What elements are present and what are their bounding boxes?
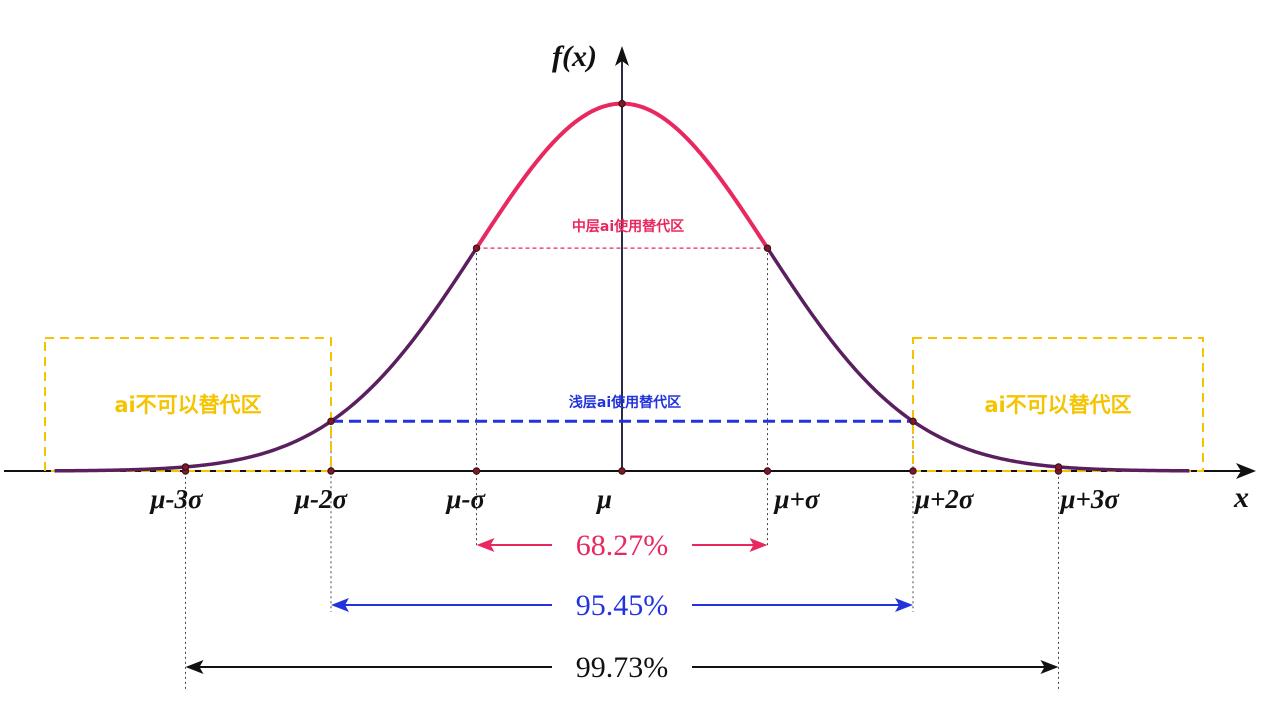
curve-right-tail <box>766 247 1190 473</box>
shallow-band-label: 浅层ai使用替代区 <box>569 394 681 411</box>
probability-intervals: 68.27% 95.45% 99.73% <box>185 529 1059 684</box>
interval-percent-label: 95.45% <box>576 589 669 622</box>
x-tick-label: μ+3σ <box>1059 484 1121 514</box>
x-tick-label: μ-σ <box>445 484 487 514</box>
interval-arrowhead-left <box>331 598 349 612</box>
axis-point <box>327 467 335 475</box>
interval-percent-label: 99.73% <box>576 651 669 684</box>
x-tick-label: μ-3σ <box>149 484 205 514</box>
y-axis-title: f(x) <box>552 40 597 73</box>
curve-point <box>327 417 335 425</box>
interval-arrowhead-right <box>1040 660 1059 674</box>
right-irreplaceable-zone-label: ai不可以替代区 <box>984 393 1131 417</box>
interval-percent-label: 68.27% <box>576 529 669 562</box>
curve-point <box>1054 463 1063 471</box>
vertical-guide-lines <box>185 248 1059 690</box>
x-tick-label: μ+2σ <box>913 484 975 514</box>
x-tick-label: μ+σ <box>773 484 821 514</box>
axis-point <box>909 467 917 475</box>
curve-point <box>909 417 917 425</box>
interval-arrowhead-right <box>895 598 913 612</box>
x-axis-arrowhead <box>1236 463 1256 479</box>
curve-left-tail <box>54 247 478 473</box>
interval-arrowhead-left <box>476 538 495 552</box>
x-tick-label: μ <box>595 484 612 514</box>
x-tick-labels: μ-3σ μ-2σ μ-σ μ μ+σ μ+2σ μ+3σ <box>149 484 1121 514</box>
curve-point <box>763 244 772 252</box>
ai-irreplaceable-zones: ai不可以替代区 ai不可以替代区 <box>44 337 1204 472</box>
axis-point <box>472 467 481 475</box>
interval-arrowhead-right <box>749 538 768 552</box>
curve-point <box>472 244 481 252</box>
y-axis-arrowhead <box>615 46 629 66</box>
curve-point <box>618 99 626 108</box>
left-irreplaceable-zone-label: ai不可以替代区 <box>114 393 261 417</box>
x-tick-label: μ-2σ <box>293 484 349 514</box>
curve-point <box>181 463 190 471</box>
axis-point <box>618 467 626 475</box>
x-axis-title: x <box>1233 481 1249 514</box>
middle-band-label: 中层ai使用替代区 <box>572 218 684 235</box>
curve-points <box>181 99 1063 475</box>
axis-point <box>763 467 772 475</box>
interval-arrowhead-left <box>185 660 204 674</box>
